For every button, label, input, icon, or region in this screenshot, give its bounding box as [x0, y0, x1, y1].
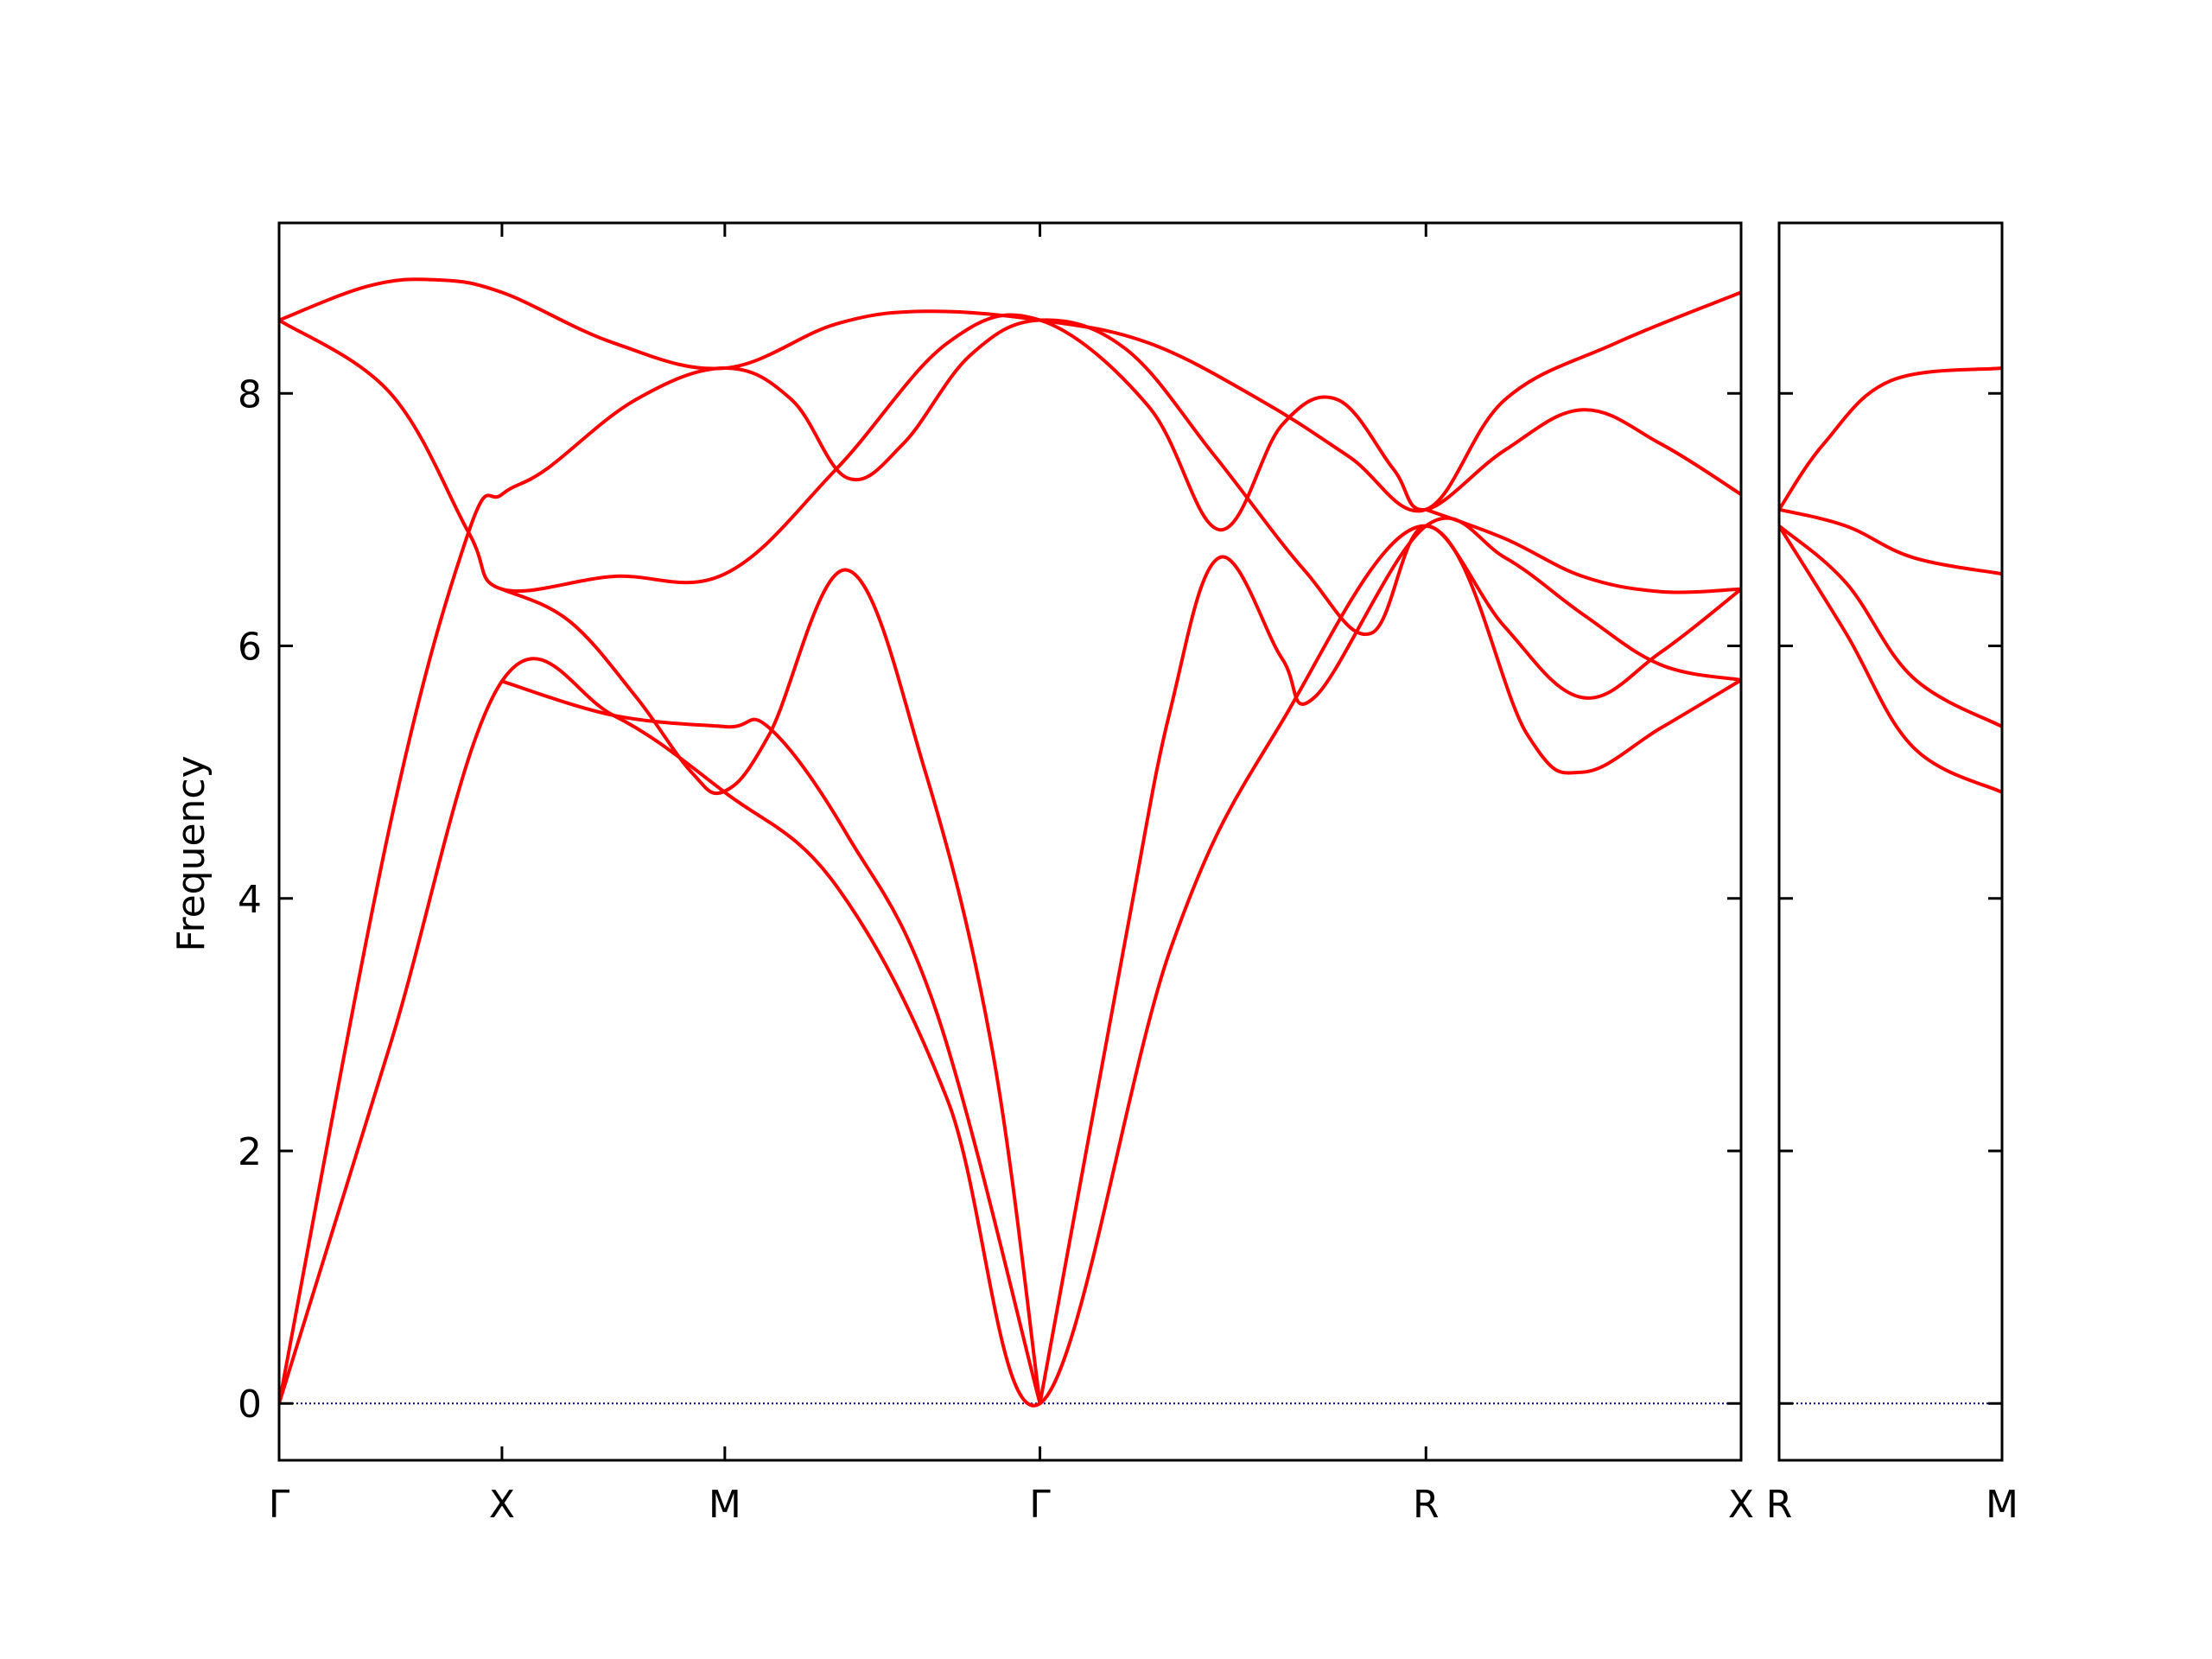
band-line-main-5 [499, 679, 1042, 1406]
x-tick-label: M [1986, 1483, 2018, 1527]
band-line-main-3 [279, 277, 1741, 513]
band-line-main-2 [279, 313, 1741, 594]
band-line-main-4 [499, 568, 1042, 1406]
y-tick-label: 8 [238, 372, 262, 416]
y-tick-label: 0 [238, 1382, 262, 1427]
x-tick-label: Γ [269, 1483, 290, 1527]
y-axis-label: Frequency [169, 755, 213, 951]
x-tick-label: X [489, 1483, 515, 1527]
band-line-main-7 [1424, 507, 1741, 594]
y-tick-label: 4 [238, 878, 262, 922]
band-line-side-1 [1779, 507, 2002, 576]
y-tick-label: 6 [238, 626, 262, 670]
y-tick-label: 2 [238, 1130, 262, 1174]
band-series-group [1779, 366, 2002, 794]
x-tick-label: R [1413, 1483, 1440, 1527]
band-line-side-3 [1779, 524, 2002, 794]
x-tick-label: X [1728, 1483, 1754, 1527]
axes-frame [1777, 221, 2004, 1462]
band-series-group [279, 277, 1741, 1408]
band-line-side-2 [1779, 524, 2002, 728]
band-line-main-6 [1038, 516, 1741, 1406]
band-line-side-0 [1779, 366, 2002, 512]
x-tick-label: Γ [1029, 1483, 1051, 1527]
panel-main: 0 2 4 6 8 Γ X M Γ R X [238, 221, 1754, 1527]
band-line-main-0 [279, 524, 1741, 1408]
x-tick-label: M [709, 1483, 741, 1527]
axes-frame [277, 221, 1743, 1462]
band-line-main-1 [279, 318, 1741, 1406]
x-tick-label: R [1766, 1483, 1793, 1527]
